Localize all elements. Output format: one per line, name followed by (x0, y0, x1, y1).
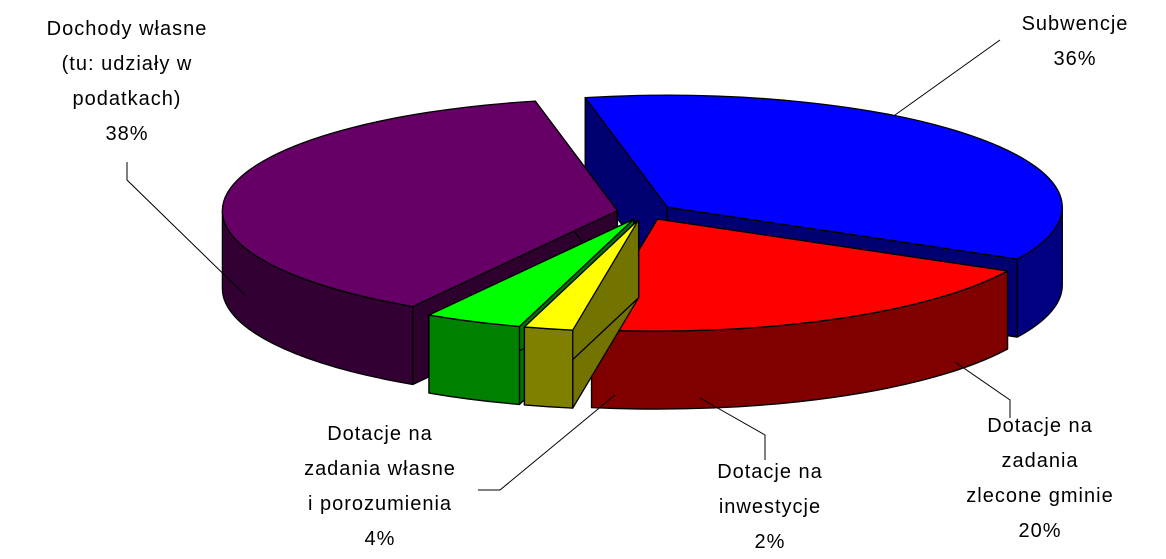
slice (590, 218, 1009, 410)
slice-top (428, 218, 635, 328)
pie (221, 94, 1063, 410)
leader-line (699, 397, 766, 460)
category-label: Dotacje na inwestycje (717, 461, 823, 518)
label-line: i porozumienia (308, 493, 452, 515)
leader-line (126, 162, 246, 296)
value-label: 2% (755, 531, 786, 553)
leader-line (954, 361, 1011, 418)
label-line: zadania (1001, 450, 1078, 472)
value-label: 20% (1018, 520, 1061, 542)
leader-line (894, 39, 1001, 116)
slice-top (590, 218, 1009, 332)
value-label: 38% (105, 123, 148, 145)
slice (523, 219, 640, 409)
category-label: Dotacje na zadania własne i porozumienia (304, 423, 456, 515)
label-line: podatkach) (73, 88, 182, 110)
labels: Subwencje 36% Dotacje na zadania zlecone gmi… (47, 13, 1129, 553)
label-line: zlecone gminie (966, 485, 1113, 507)
label-line: zadania własne (304, 458, 456, 480)
label-line: (tu: udziały w (62, 53, 193, 75)
category-label: Subwencje (1022, 13, 1129, 35)
value-label: 4% (365, 528, 396, 550)
label-line: Dochody własne (47, 18, 208, 40)
slice-top (584, 94, 1063, 260)
label-line: Dotacje na (717, 461, 823, 483)
category-label: Dochody własne (tu: udziały w podatkach) (47, 18, 208, 110)
slice-top (523, 219, 640, 331)
slice-top (221, 100, 619, 308)
label-line: inwestycje (719, 496, 821, 518)
slice-side (523, 326, 574, 409)
value-label: 36% (1053, 48, 1096, 70)
category-label: Dotacje na zadania zlecone gminie (966, 415, 1113, 507)
label-line: Subwencje (1022, 13, 1129, 35)
slice-side (428, 314, 521, 406)
leader-line (478, 394, 616, 491)
label-line: Dotacje na (987, 415, 1093, 437)
label-line: Dotacje na (327, 423, 433, 445)
